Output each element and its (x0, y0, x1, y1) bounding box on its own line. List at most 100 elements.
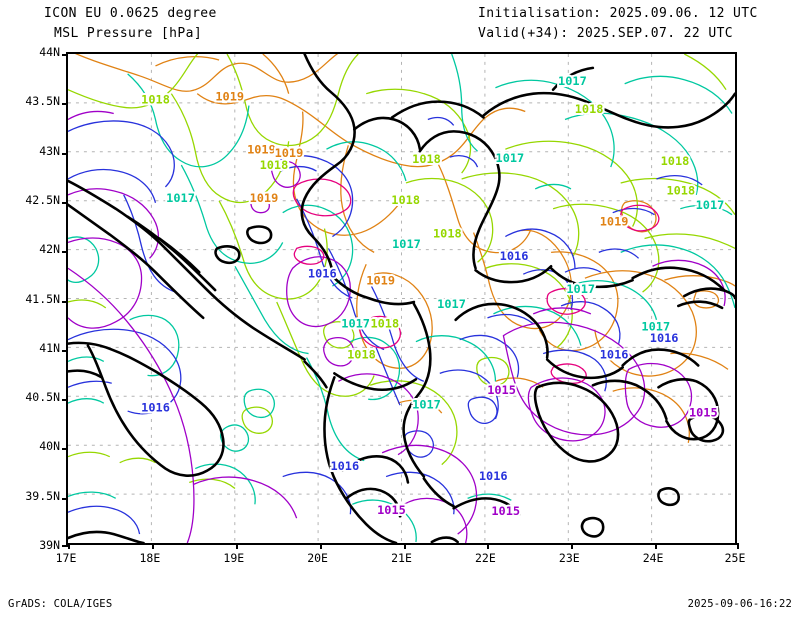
contour-label-halo: 1016 (650, 331, 679, 345)
x-axis-label-21E: 21E (391, 551, 412, 565)
x-tick (319, 543, 322, 549)
contour-label-halo: 1017 (566, 282, 595, 296)
contour-label-halo: 1016 (141, 401, 170, 415)
contour-label: 1015 (491, 504, 520, 518)
y-axis-label-42N: 42N (39, 242, 60, 257)
x-tick (403, 543, 406, 549)
contour-label: 1017 (437, 297, 466, 311)
contour-1018 (68, 54, 735, 489)
y-tick (62, 399, 68, 402)
contour-label-halo: 1015 (487, 383, 516, 397)
y-tick (62, 545, 68, 547)
contour-label: 1016 (500, 249, 529, 263)
contour-label: 1016 (479, 469, 508, 483)
contour-label-halo: 1017 (558, 74, 587, 88)
contour-label: 1016 (141, 401, 170, 415)
contour-label: 1017 (412, 398, 441, 412)
valid-time: Valid(+34): 2025.SEP.07. 22 UTC (478, 26, 734, 41)
y-axis-label-39.5N: 39.5N (25, 488, 60, 503)
contour-label: 1019 (366, 273, 395, 287)
contour-label: 1018 (666, 183, 695, 197)
x-tick (487, 543, 490, 549)
contour-label: 1017 (166, 191, 195, 205)
y-tick (62, 54, 68, 56)
contour-label: 1019 (215, 90, 244, 104)
y-axis-label-42.5N: 42.5N (25, 192, 60, 207)
x-axis-label-24E: 24E (642, 551, 664, 565)
contour-label-halo: 1018 (347, 348, 376, 362)
contour-label-halo: 1017 (166, 191, 195, 205)
y-axis-label-40.5N: 40.5N (25, 390, 60, 405)
contour-label: 1018 (347, 348, 376, 362)
contour-label-halo: 1017 (696, 198, 725, 212)
x-tick (571, 543, 574, 549)
x-tick (68, 543, 70, 549)
contour-label-halo: 1016 (500, 249, 529, 263)
gridlines (68, 54, 735, 543)
contour-label-halo: 1017 (641, 319, 670, 333)
x-axis-label-23E: 23E (558, 551, 580, 565)
model-title: ICON EU 0.0625 degree (44, 6, 217, 21)
y-axis-label-43N: 43N (39, 143, 60, 158)
contour-label: 1018 (412, 152, 441, 166)
contour-label: 1019 (275, 146, 304, 160)
contour-label: 1018 (575, 102, 604, 116)
initialisation-time: Initialisation: 2025.09.06. 12 UTC (478, 6, 758, 21)
contour-label: 1017 (392, 237, 421, 251)
contour-label-halo: 1018 (370, 316, 399, 330)
contour-1015 (68, 110, 726, 543)
contour-map-plot: 1018 1018 1019 1019 1017 1017 1018 1018 1019 1019… (62, 52, 739, 549)
y-axis-label-43.5N: 43.5N (25, 94, 60, 109)
contour-label-halo: 1018 (433, 226, 462, 240)
contour-label-halo: 1016 (308, 267, 337, 281)
contour-label: 1015 (487, 383, 516, 397)
contour-label-halo: 1018 (412, 152, 441, 166)
contour-label-halo: 1017 (392, 237, 421, 251)
y-axis-label-44N: 44N (39, 45, 60, 59)
y-tick (62, 103, 68, 106)
x-tick (151, 543, 154, 549)
contour-label-halo: 1018 (141, 92, 170, 106)
contour-label: 1017 (696, 198, 725, 212)
x-axis-label-19E: 19E (223, 551, 245, 565)
contour-label-halo: 1019 (247, 142, 276, 156)
contour-label: 1017 (566, 282, 595, 296)
y-tick (62, 300, 68, 303)
contour-label-halo: 1018 (391, 193, 420, 207)
contour-label-halo: 1017 (437, 297, 466, 311)
contour-label-halo: 1019 (275, 146, 304, 160)
y-axis-label-41.5N: 41.5N (25, 291, 60, 306)
x-tick (235, 543, 238, 549)
grads-credit: GrADS: COLA/IGES (8, 598, 113, 610)
contour-label-halo: 1019 (600, 215, 629, 229)
contour-label-halo: 1019 (250, 191, 279, 205)
y-tick (62, 349, 68, 352)
contour-label: 1019 (250, 191, 279, 205)
y-tick (62, 497, 68, 500)
y-tick (62, 251, 68, 254)
y-axis-label-40N: 40N (39, 439, 60, 454)
contour-label-halo: 1015 (689, 405, 718, 419)
x-axis-label-17E: 17E (55, 551, 77, 565)
contour-label-halo: 1016 (479, 469, 508, 483)
contour-label-halo: 1018 (260, 158, 289, 172)
y-tick (62, 448, 68, 451)
contour-label-halo: 1018 (666, 183, 695, 197)
contour-label: 1015 (377, 503, 406, 517)
contour-label-halo: 1019 (215, 90, 244, 104)
y-axis-label-39N: 39N (39, 538, 60, 552)
contour-label-halo: 1018 (661, 154, 690, 168)
x-axis-label-18E: 18E (139, 551, 161, 565)
x-tick (655, 543, 658, 549)
contour-label-halo: 1015 (491, 504, 520, 518)
x-axis-label-20E: 20E (307, 551, 328, 565)
y-axis-label-41N: 41N (39, 340, 60, 355)
variable-title: MSL Pressure [hPa] (54, 26, 203, 41)
contour-label-halo: 1018 (575, 102, 604, 116)
contour-label: 1018 (141, 92, 170, 106)
contour-label-halo: 1016 (330, 459, 359, 473)
contour-label: 1018 (370, 316, 399, 330)
contour-label: 1017 (496, 151, 525, 165)
contour-label: 1016 (330, 459, 359, 473)
contour-label: 1018 (661, 154, 690, 168)
